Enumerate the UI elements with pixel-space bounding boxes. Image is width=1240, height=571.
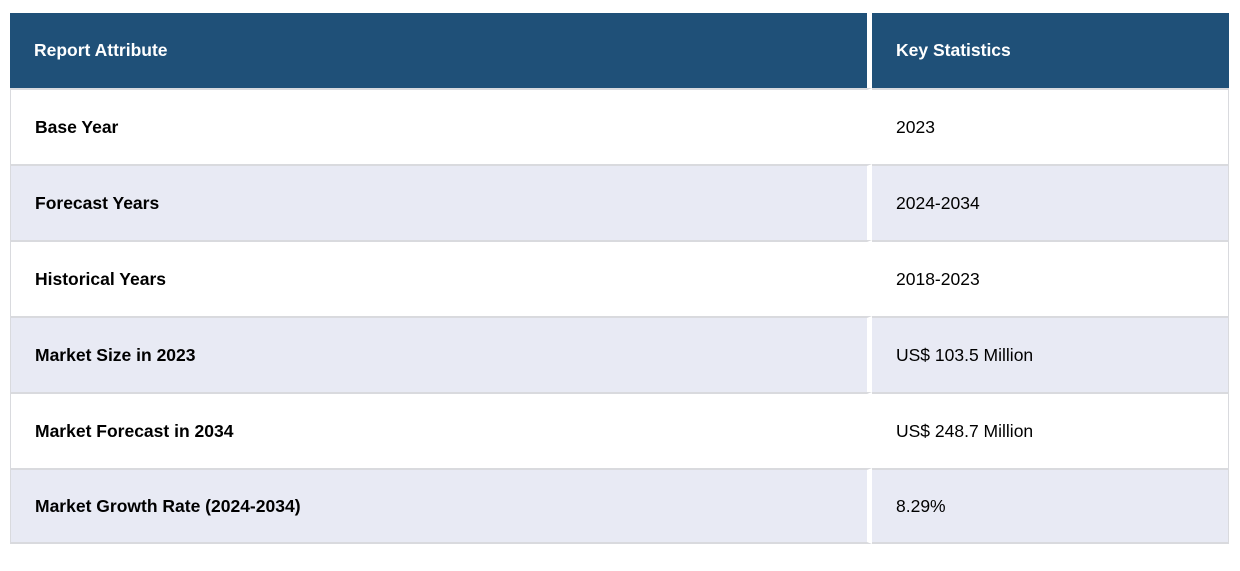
value-cell: 2018-2023: [872, 240, 1229, 316]
table-row: Market Growth Rate (2024-2034) 8.29%: [10, 468, 1229, 544]
attribute-cell: Historical Years: [10, 240, 872, 316]
attribute-cell: Market Forecast in 2034: [10, 392, 872, 468]
attribute-cell: Market Growth Rate (2024-2034): [10, 468, 872, 544]
report-summary-page: Report Attribute Key Statistics Base Yea…: [10, 13, 1229, 544]
value-cell: US$ 103.5 Million: [872, 316, 1229, 392]
table-row: Historical Years 2018-2023: [10, 240, 1229, 316]
table-body: Base Year 2023 Forecast Years 2024-2034 …: [10, 88, 1229, 544]
value-cell: 8.29%: [872, 468, 1229, 544]
attribute-cell: Base Year: [10, 88, 872, 164]
table-header-row: Report Attribute Key Statistics: [10, 13, 1229, 88]
column-header-key-statistics: Key Statistics: [872, 13, 1229, 88]
value-cell: US$ 248.7 Million: [872, 392, 1229, 468]
key-statistics-table: Report Attribute Key Statistics Base Yea…: [10, 13, 1229, 544]
table-row: Market Forecast in 2034 US$ 248.7 Millio…: [10, 392, 1229, 468]
value-cell: 2024-2034: [872, 164, 1229, 240]
table-row: Market Size in 2023 US$ 103.5 Million: [10, 316, 1229, 392]
value-cell: 2023: [872, 88, 1229, 164]
column-header-report-attribute: Report Attribute: [10, 13, 872, 88]
attribute-cell: Forecast Years: [10, 164, 872, 240]
attribute-cell: Market Size in 2023: [10, 316, 872, 392]
table-row: Base Year 2023: [10, 88, 1229, 164]
table-row: Forecast Years 2024-2034: [10, 164, 1229, 240]
